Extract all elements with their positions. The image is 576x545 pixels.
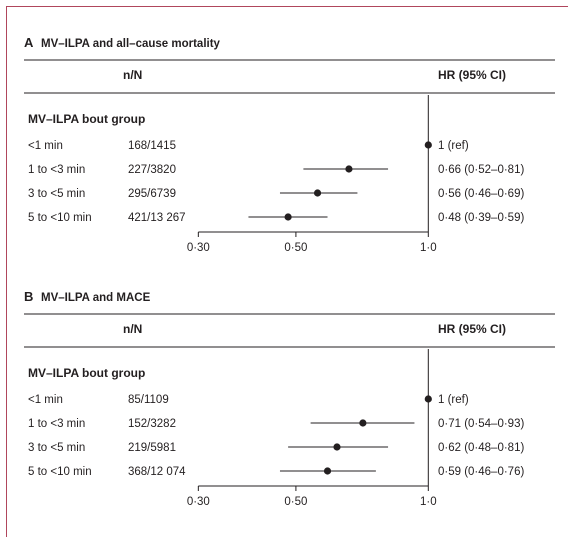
point-estimate (424, 141, 432, 149)
row-label: 3 to <5 min (28, 188, 85, 200)
row-label: 5 to <10 min (28, 466, 92, 478)
panel-title: MV–ILPA and MACE (41, 292, 151, 304)
row-count: 368/12 074 (128, 466, 186, 478)
row-hr-text: 0·71 (0·54–0·93) (438, 418, 524, 430)
row-count: 152/3282 (128, 418, 176, 430)
row-hr-text: 0·59 (0·46–0·76) (438, 466, 524, 478)
row-count: 219/5981 (128, 442, 176, 454)
row-hr-text: 0·48 (0·39–0·59) (438, 212, 524, 224)
point-estimate (313, 189, 322, 197)
row-label: <1 min (28, 140, 63, 152)
row-label: <1 min (28, 394, 63, 406)
x-tick-label: 0·50 (284, 242, 307, 254)
panel-b: B MV–ILPA and MACE n/N HR (95% CI) MV–ILPA b… (24, 289, 555, 508)
row-hr-text: 0·66 (0·52–0·81) (438, 164, 524, 176)
point-estimate (345, 165, 353, 173)
column-header-count: n/N (123, 322, 142, 336)
group-label: MV–ILPA bout group (28, 366, 145, 380)
panel-letter: B (24, 289, 33, 304)
row-hr-text: 0·56 (0·46–0·69) (438, 188, 524, 200)
x-tick-label: 0·30 (187, 496, 210, 508)
row-count: 85/1109 (128, 394, 169, 406)
column-header-hr: HR (95% CI) (438, 68, 506, 82)
group-label: MV–ILPA bout group (28, 112, 145, 126)
point-estimate (333, 443, 341, 451)
row-hr-text: 0·62 (0·48–0·81) (438, 442, 524, 454)
row-hr-text: 1 (ref) (438, 394, 469, 406)
x-tick-label: 1·0 (420, 242, 437, 254)
row-hr-text: 1 (ref) (438, 140, 469, 152)
row-count: 295/6739 (128, 188, 176, 200)
column-header-hr: HR (95% CI) (438, 322, 506, 336)
figure-frame (6, 6, 568, 537)
x-tick-label: 0·30 (187, 242, 210, 254)
x-tick-label: 0·50 (284, 496, 307, 508)
row-label: 5 to <10 min (28, 212, 92, 224)
row-count: 227/3820 (128, 164, 176, 176)
x-tick-label: 1·0 (420, 496, 437, 508)
row-label: 1 to <3 min (28, 418, 85, 430)
row-label: 1 to <3 min (28, 164, 85, 176)
point-estimate (284, 213, 292, 221)
point-estimate (424, 395, 432, 403)
row-count: 168/1415 (128, 140, 176, 152)
panel-a: A MV–ILPA and all–cause mortality n/N HR (9… (24, 35, 555, 254)
point-estimate (323, 467, 332, 475)
point-estimate (359, 419, 367, 427)
panel-title: MV–ILPA and all–cause mortality (41, 38, 221, 50)
column-header-count: n/N (123, 68, 142, 82)
row-label: 3 to <5 min (28, 442, 85, 454)
row-count: 421/13 267 (128, 212, 186, 224)
panel-letter: A (24, 35, 34, 50)
